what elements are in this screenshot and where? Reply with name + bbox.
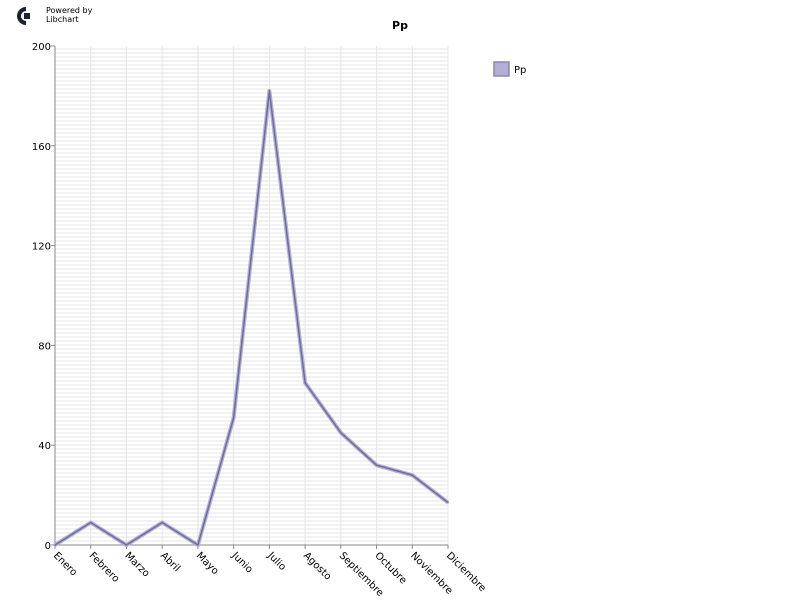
x-tick-label: Mayo xyxy=(194,550,221,577)
series-line xyxy=(54,90,449,546)
data-point xyxy=(54,544,56,546)
logo-text: Powered by Libchart xyxy=(46,6,92,24)
y-tick-label: 200 xyxy=(32,42,51,53)
x-tick-label: Julio xyxy=(265,550,288,573)
x-tick-label: Abril xyxy=(158,550,182,574)
data-point xyxy=(232,416,235,419)
libchart-logo: Powered by Libchart xyxy=(14,4,104,28)
logo-line-2: Libchart xyxy=(46,15,79,24)
data-point xyxy=(125,544,128,546)
x-tick-label: Agosto xyxy=(301,550,333,582)
grid-lines xyxy=(54,46,449,545)
data-point xyxy=(304,382,306,384)
x-tick-label: Enero xyxy=(51,550,79,578)
y-tick-label: 80 xyxy=(38,341,51,352)
data-point xyxy=(89,521,92,524)
y-tick-label: 0 xyxy=(45,541,51,552)
y-tick-label: 160 xyxy=(32,142,51,153)
x-tick-label: Febrero xyxy=(87,550,121,584)
data-point xyxy=(411,474,414,476)
data-point xyxy=(375,464,378,466)
data-point xyxy=(161,521,163,524)
legend-swatch xyxy=(493,61,510,77)
axes xyxy=(51,45,449,549)
y-tick-labels: 0 40 80 120 160 200 xyxy=(32,42,51,552)
chart-title: Pp xyxy=(392,19,408,32)
logo-line-1: Powered by xyxy=(46,6,93,15)
x-tick-label: Octubre xyxy=(372,550,408,586)
data-point xyxy=(268,90,271,92)
legend-label: Pp xyxy=(514,65,526,76)
libchart-logo-icon xyxy=(17,7,30,25)
legend: Pp xyxy=(493,61,526,77)
y-tick-label: 120 xyxy=(32,242,51,253)
y-tick-label: 40 xyxy=(38,441,51,452)
x-tick-labels: Enero Febrero Marzo Abril Mayo Junio Julio Agos… xyxy=(51,550,488,599)
series-group xyxy=(53,88,450,547)
x-tick-label: Marzo xyxy=(122,550,151,579)
data-point xyxy=(340,431,342,434)
data-point xyxy=(447,501,449,504)
x-tick-label: Junio xyxy=(229,550,255,576)
data-point xyxy=(197,544,199,546)
